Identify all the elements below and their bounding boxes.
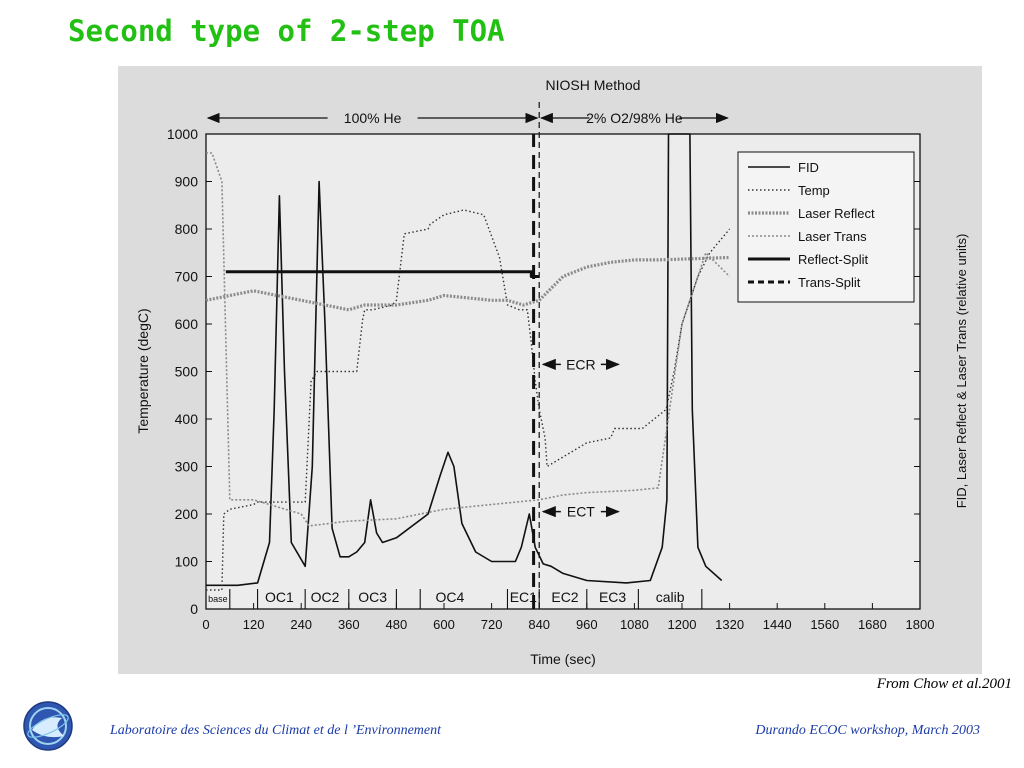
phase-layer: 100% He 2% O2/98% He [206, 102, 729, 609]
fraction-labels: base OC1 OC2 OC3 OC4 EC1 EC2 EC3 calib [208, 589, 685, 605]
legend-label: Temp [798, 183, 830, 198]
y-tick-label: 300 [175, 459, 199, 475]
phase-label: 2% O2/98% He [586, 110, 683, 126]
fraction-label-oc4: OC4 [436, 589, 465, 605]
y-tick-label: 800 [175, 221, 199, 237]
y-tick-label: 500 [175, 364, 199, 380]
y-tick-label: 100 [175, 554, 199, 570]
series-laser-trans [206, 152, 731, 527]
footer-workshop: Durando ECOC workshop, March 2003 [755, 723, 980, 738]
series-fid [206, 133, 723, 587]
fraction-label-ec2: EC2 [551, 589, 578, 605]
fraction-label-oc2: OC2 [311, 589, 340, 605]
slide-title: Second type of 2-step TOA [68, 14, 505, 48]
fraction-label-ec3: EC3 [599, 589, 626, 605]
fraction-label-oc1: OC1 [265, 589, 294, 605]
annotation-ecr: ECR [541, 356, 620, 372]
y-tick-label: 200 [175, 506, 199, 522]
x-tick-label: 600 [433, 617, 455, 632]
x-tick-label: 360 [338, 617, 360, 632]
phase-band: 2% O2/98% He [539, 110, 729, 126]
x-tick-label: 1680 [858, 617, 887, 632]
x-tick-label: 1320 [715, 617, 744, 632]
legend-box [737, 151, 915, 303]
series-reflect-split [225, 270, 540, 278]
axis-ticks: 0 120 240 360 480 600 720 840 960 1080 1200 1320 144… [167, 126, 935, 632]
fraction-label-calib: calib [656, 589, 685, 605]
y2-axis-label: FID, Laser Reflect & Laser Trans (relati… [954, 234, 969, 509]
x-tick-label: 720 [481, 617, 503, 632]
legend-label: Laser Trans [798, 229, 867, 244]
fraction-label-base: base [208, 594, 228, 604]
phase-label: 100% He [344, 110, 402, 126]
fraction-label-ec1: EC1 [510, 589, 537, 605]
legend: FID Temp Laser Reflect Laser Trans Reflect-S… [737, 151, 915, 303]
y-tick-label: 600 [175, 316, 199, 332]
annotation-layer: ECR ECT [541, 356, 620, 520]
x-tick-label: 1800 [906, 617, 935, 632]
annotation-ect: ECT [541, 504, 620, 520]
annotation-label: ECT [567, 504, 595, 520]
toa-thermogram-chart: 100% He 2% O2/98% He ECR ECT 0 120 240 360 480… [135, 77, 969, 667]
series-laser-reflect [205, 255, 730, 312]
y-tick-label: 400 [175, 411, 199, 427]
legend-label: Laser Reflect [798, 206, 875, 221]
y-tick-label: 1000 [167, 126, 198, 142]
y-axis-label: Temperature (degC) [135, 308, 151, 433]
x-tick-label: 1200 [668, 617, 697, 632]
x-tick-label: 0 [202, 617, 209, 632]
x-axis-label: Time (sec) [530, 651, 596, 667]
x-tick-label: 1440 [763, 617, 792, 632]
x-tick-label: 960 [576, 617, 598, 632]
phase-band: 100% He [206, 110, 539, 126]
footer-laboratory: Laboratoire des Sciences du Climat et de… [110, 723, 442, 738]
legend-label: FID [798, 160, 819, 175]
x-tick-label: 240 [290, 617, 312, 632]
series-temp [206, 209, 731, 591]
x-tick-label: 120 [243, 617, 265, 632]
annotation-label: ECR [566, 356, 596, 372]
series-layer [205, 133, 731, 609]
x-tick-label: 1080 [620, 617, 649, 632]
lsce-logo [23, 701, 73, 751]
legend-label: Trans-Split [798, 275, 861, 290]
x-tick-label: 480 [386, 617, 408, 632]
x-tick-label: 840 [528, 617, 550, 632]
x-tick-label: 1560 [810, 617, 839, 632]
legend-label: Reflect-Split [798, 252, 868, 267]
y-tick-label: 900 [175, 174, 199, 190]
y-tick-label: 700 [175, 269, 199, 285]
fraction-label-oc3: OC3 [358, 589, 387, 605]
figure-credit: From Chow et al.2001 [876, 676, 1012, 692]
chart-title: NIOSH Method [546, 77, 641, 93]
y-tick-label: 0 [190, 601, 198, 617]
